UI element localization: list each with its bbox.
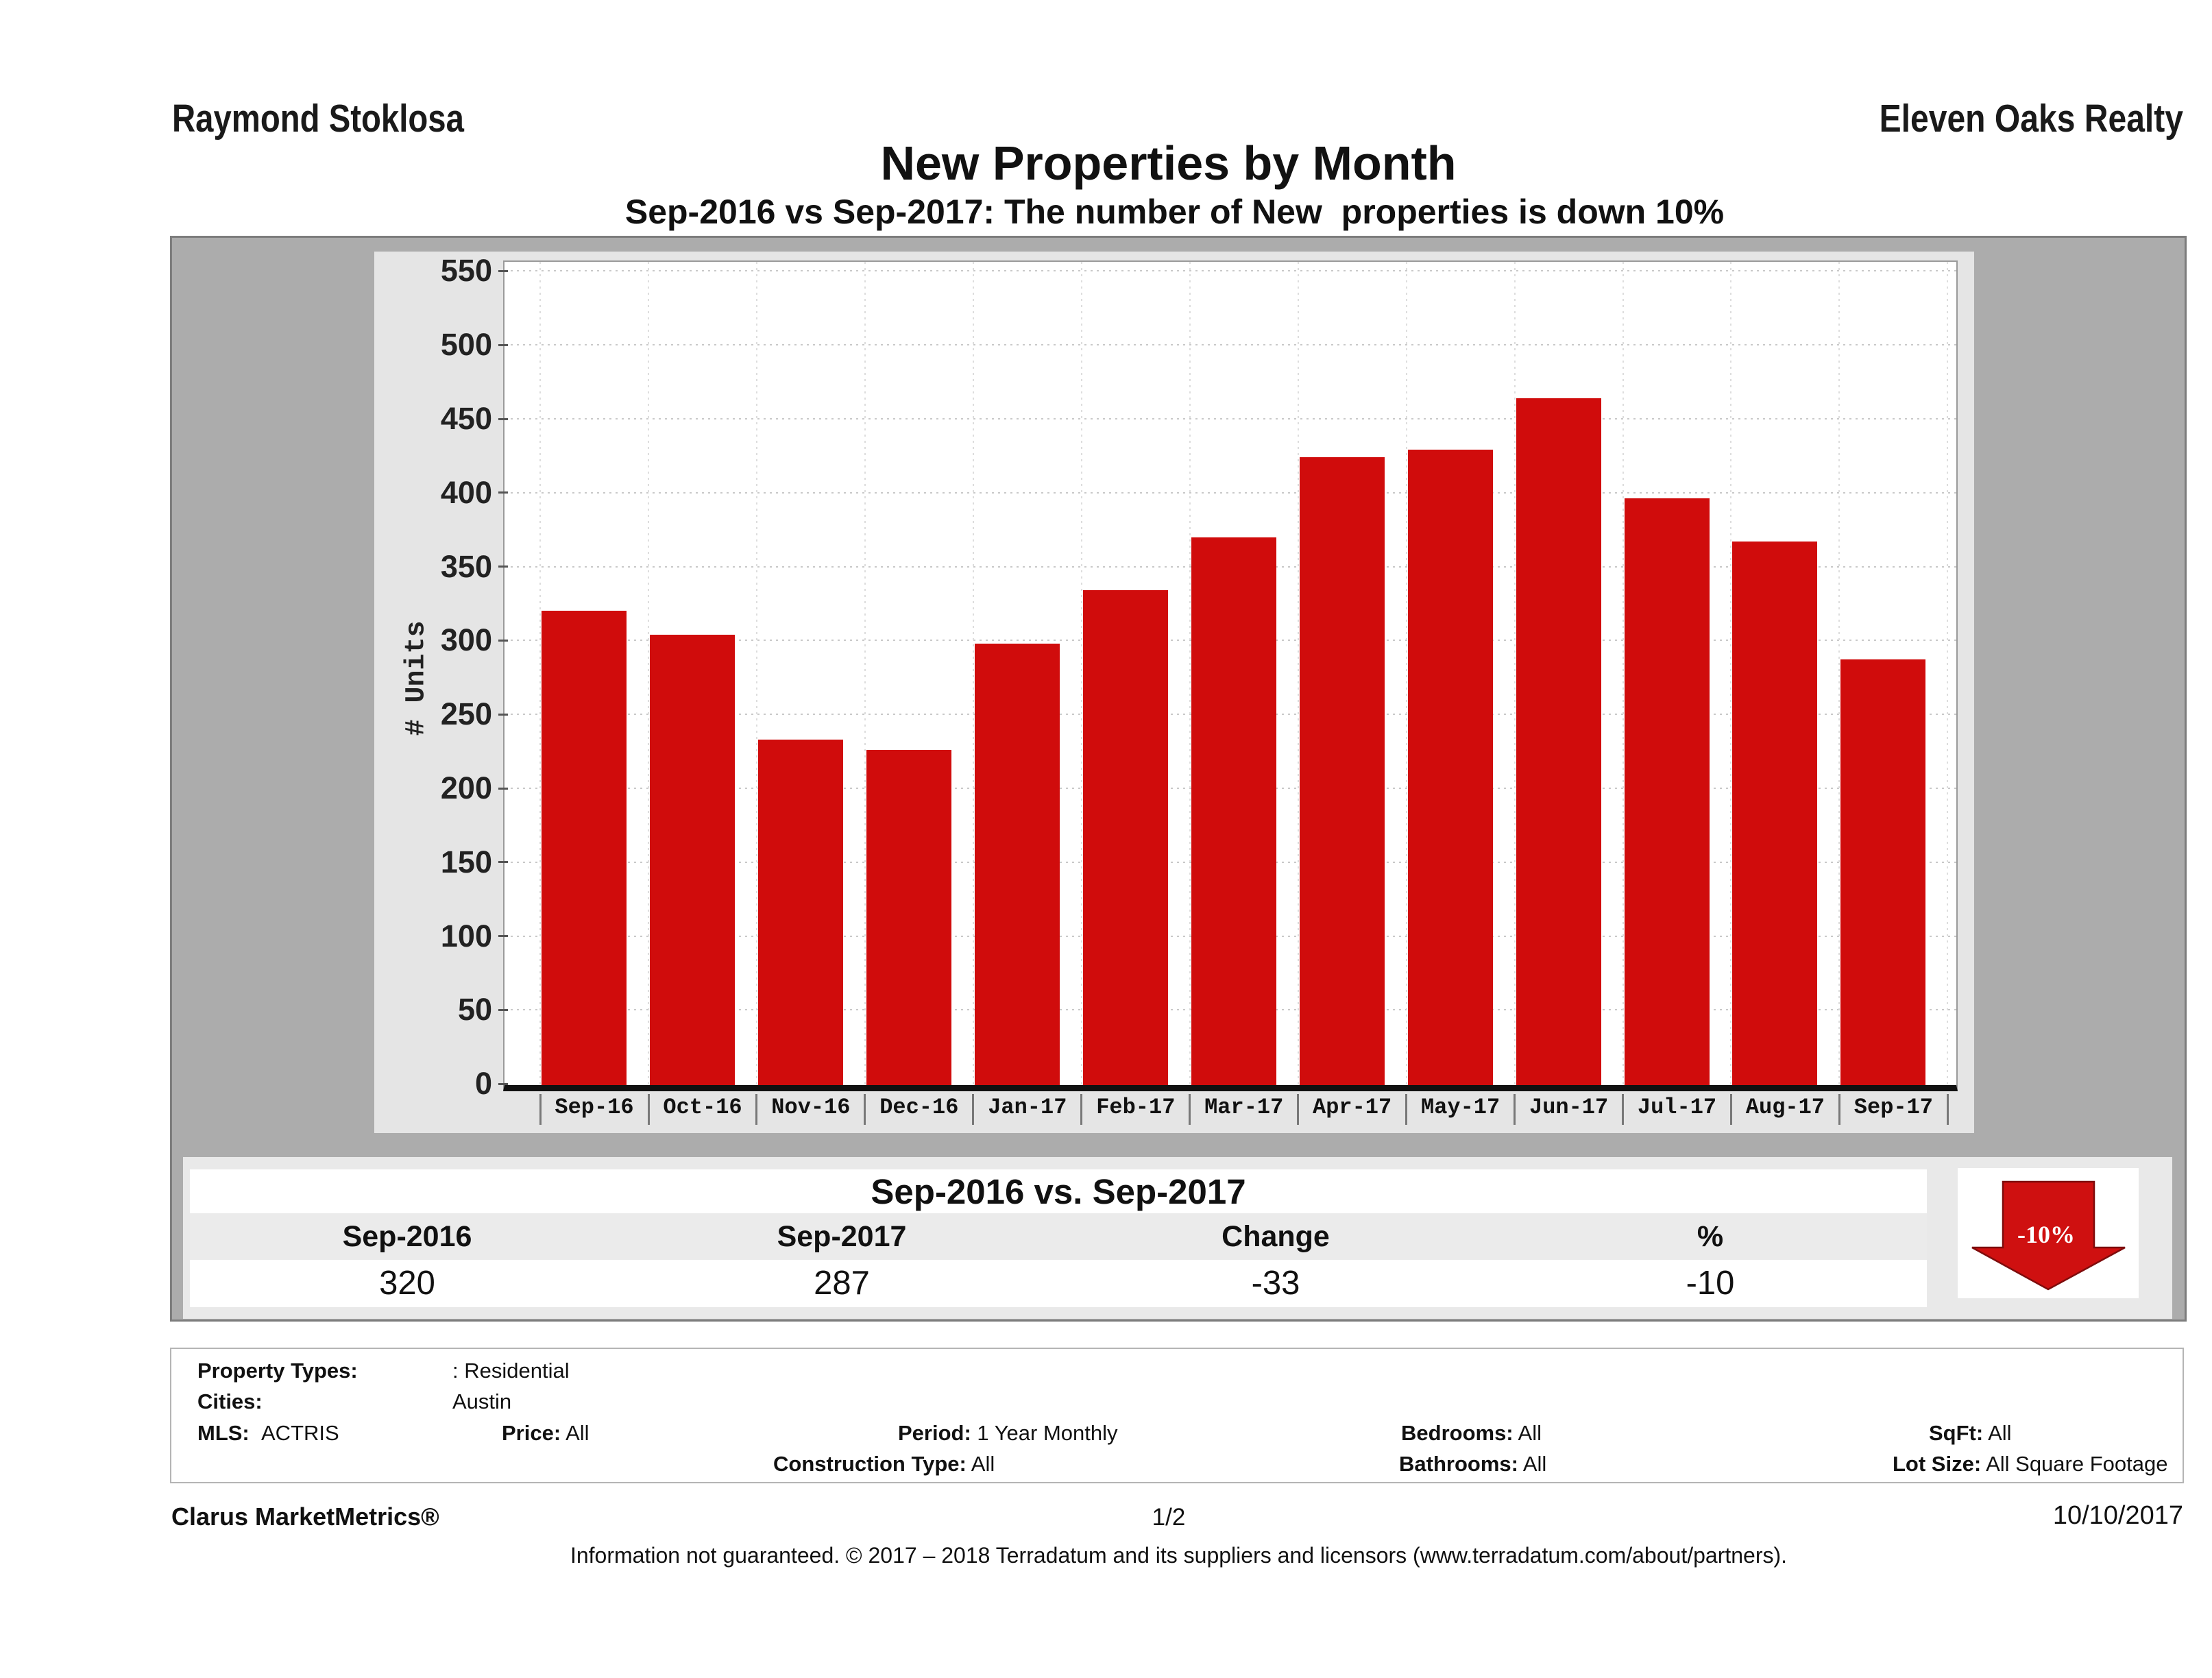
svg-text:-10%: -10% xyxy=(2017,1221,2075,1248)
